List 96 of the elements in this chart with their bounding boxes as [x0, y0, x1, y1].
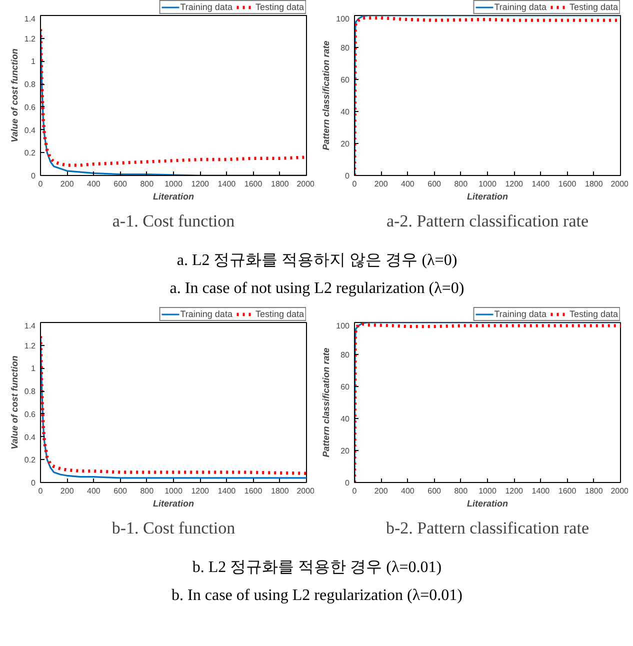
- y-tick-label: 0.8: [24, 80, 36, 90]
- y-tick-label: 1.4: [24, 322, 36, 330]
- x-tick-label: 600: [428, 180, 442, 188]
- legend-label: Testing data: [569, 2, 618, 12]
- y-tick-label: 80: [340, 350, 350, 360]
- x-tick-label: 2000: [610, 486, 630, 496]
- y-tick-label: 1: [31, 364, 36, 374]
- x-tick-label: 0: [38, 486, 44, 496]
- y-tick-label: 0: [345, 478, 350, 488]
- y-axis-title: Pattern classification rate: [321, 348, 332, 458]
- text: a. In case of not using L2 regularization (λ=0): [170, 280, 464, 297]
- y-tick-label: 100: [336, 322, 350, 330]
- x-tick-label: 200: [374, 486, 388, 496]
- y-tick-label: 0: [31, 478, 36, 488]
- y-tick-label: 0: [31, 172, 36, 180]
- x-tick-label: 1800: [271, 486, 290, 496]
- x-tick-label: 1000: [478, 486, 497, 496]
- text: a-2. Pattern classification rate: [386, 212, 589, 230]
- x-tick-label: 400: [87, 486, 101, 496]
- text: b. In case of using L2 regularization (λ=0.01): [172, 586, 462, 604]
- y-tick-label: 0.4: [24, 126, 36, 135]
- x-axis-title: Literation: [153, 192, 195, 202]
- y-tick-label: 0: [345, 172, 350, 180]
- x-tick-label: 1600: [244, 180, 263, 188]
- x-tick-label: 1600: [558, 486, 577, 496]
- x-tick-label: 1200: [505, 486, 524, 496]
- text: a-1. Cost function: [112, 212, 236, 230]
- x-tick-label: 1800: [271, 180, 290, 188]
- y-tick-label: 0.2: [24, 148, 36, 158]
- legend-label: Training data: [180, 309, 232, 319]
- y-tick-label: 40: [340, 108, 350, 116]
- x-tick-label: 800: [454, 180, 468, 188]
- y-tick-label: 0.6: [24, 410, 36, 419]
- text: b. L2 정규화를 적용한 경우 (λ=0.01): [192, 559, 442, 576]
- x-tick-label: 1400: [218, 180, 236, 188]
- x-tick-label: 600: [428, 486, 442, 496]
- x-tick-label: 800: [140, 486, 154, 496]
- x-tick-label: 600: [114, 180, 128, 188]
- x-tick-label: 0: [352, 486, 358, 496]
- y-tick-label: 40: [340, 414, 350, 424]
- x-tick-label: 400: [401, 486, 415, 496]
- y-tick-label: 100: [336, 14, 350, 24]
- y-tick-label: 1.2: [24, 341, 36, 350]
- x-axis-title: Literation: [153, 498, 195, 508]
- x-tick-label: 800: [454, 486, 468, 496]
- x-axis-title: Literation: [467, 192, 509, 202]
- y-tick-label: 1: [31, 57, 36, 66]
- x-tick-label: 200: [60, 180, 74, 188]
- y-tick-label: 0.2: [24, 456, 36, 465]
- x-tick-label: 1000: [478, 180, 497, 188]
- y-tick-label: 20: [340, 140, 350, 148]
- y-tick-label: 1.2: [24, 34, 36, 44]
- x-tick-label: 200: [60, 486, 74, 496]
- x-tick-label: 2000: [610, 180, 630, 188]
- x-tick-label: 1400: [532, 486, 550, 496]
- y-tick-label: 0.8: [24, 387, 36, 396]
- x-tick-label: 400: [87, 180, 101, 188]
- legend-label: Testing data: [255, 2, 304, 12]
- y-axis-title: Pattern classification rate: [321, 40, 332, 150]
- legend-label: Training data: [180, 2, 232, 12]
- y-axis-title: Value of cost function: [9, 48, 20, 142]
- x-tick-label: 1200: [505, 180, 524, 188]
- x-tick-label: 800: [140, 180, 154, 188]
- y-tick-label: 60: [340, 76, 350, 84]
- x-tick-label: 1800: [585, 180, 604, 188]
- y-tick-label: 80: [340, 44, 350, 52]
- text: b-2. Pattern classification rate: [386, 518, 589, 538]
- x-tick-label: 200: [374, 180, 388, 188]
- x-tick-label: 1400: [532, 180, 550, 188]
- y-tick-label: 0.6: [24, 102, 36, 112]
- x-tick-label: 1200: [191, 486, 210, 496]
- x-tick-label: 0: [38, 180, 44, 188]
- y-tick-label: 0.4: [24, 432, 36, 442]
- x-tick-label: 600: [114, 486, 128, 496]
- x-tick-label: 400: [401, 180, 415, 188]
- x-tick-label: 1600: [558, 180, 577, 188]
- x-tick-label: 2000: [296, 180, 316, 188]
- x-tick-label: 1200: [191, 180, 210, 188]
- x-tick-label: 2000: [296, 486, 316, 496]
- legend-label: Training data: [494, 309, 546, 319]
- x-tick-label: 1000: [164, 180, 183, 188]
- y-axis-title: Value of cost function: [9, 355, 20, 450]
- legend-label: Testing data: [569, 309, 618, 319]
- x-tick-label: 1000: [164, 486, 183, 496]
- legend-label: Training data: [494, 2, 546, 12]
- legend-label: Testing data: [255, 309, 304, 319]
- text: a. L2 정규화를 적용하지 않은 경우 (λ=0): [176, 252, 458, 270]
- y-tick-label: 20: [340, 446, 350, 456]
- x-tick-label: 1600: [244, 486, 263, 496]
- y-tick-label: 1.4: [24, 14, 36, 24]
- x-tick-label: 1800: [585, 486, 604, 496]
- y-tick-label: 60: [340, 382, 350, 392]
- text: b-1. Cost function: [112, 518, 236, 538]
- x-axis-title: Literation: [467, 498, 509, 508]
- x-tick-label: 1400: [218, 486, 236, 496]
- x-tick-label: 0: [352, 180, 358, 188]
